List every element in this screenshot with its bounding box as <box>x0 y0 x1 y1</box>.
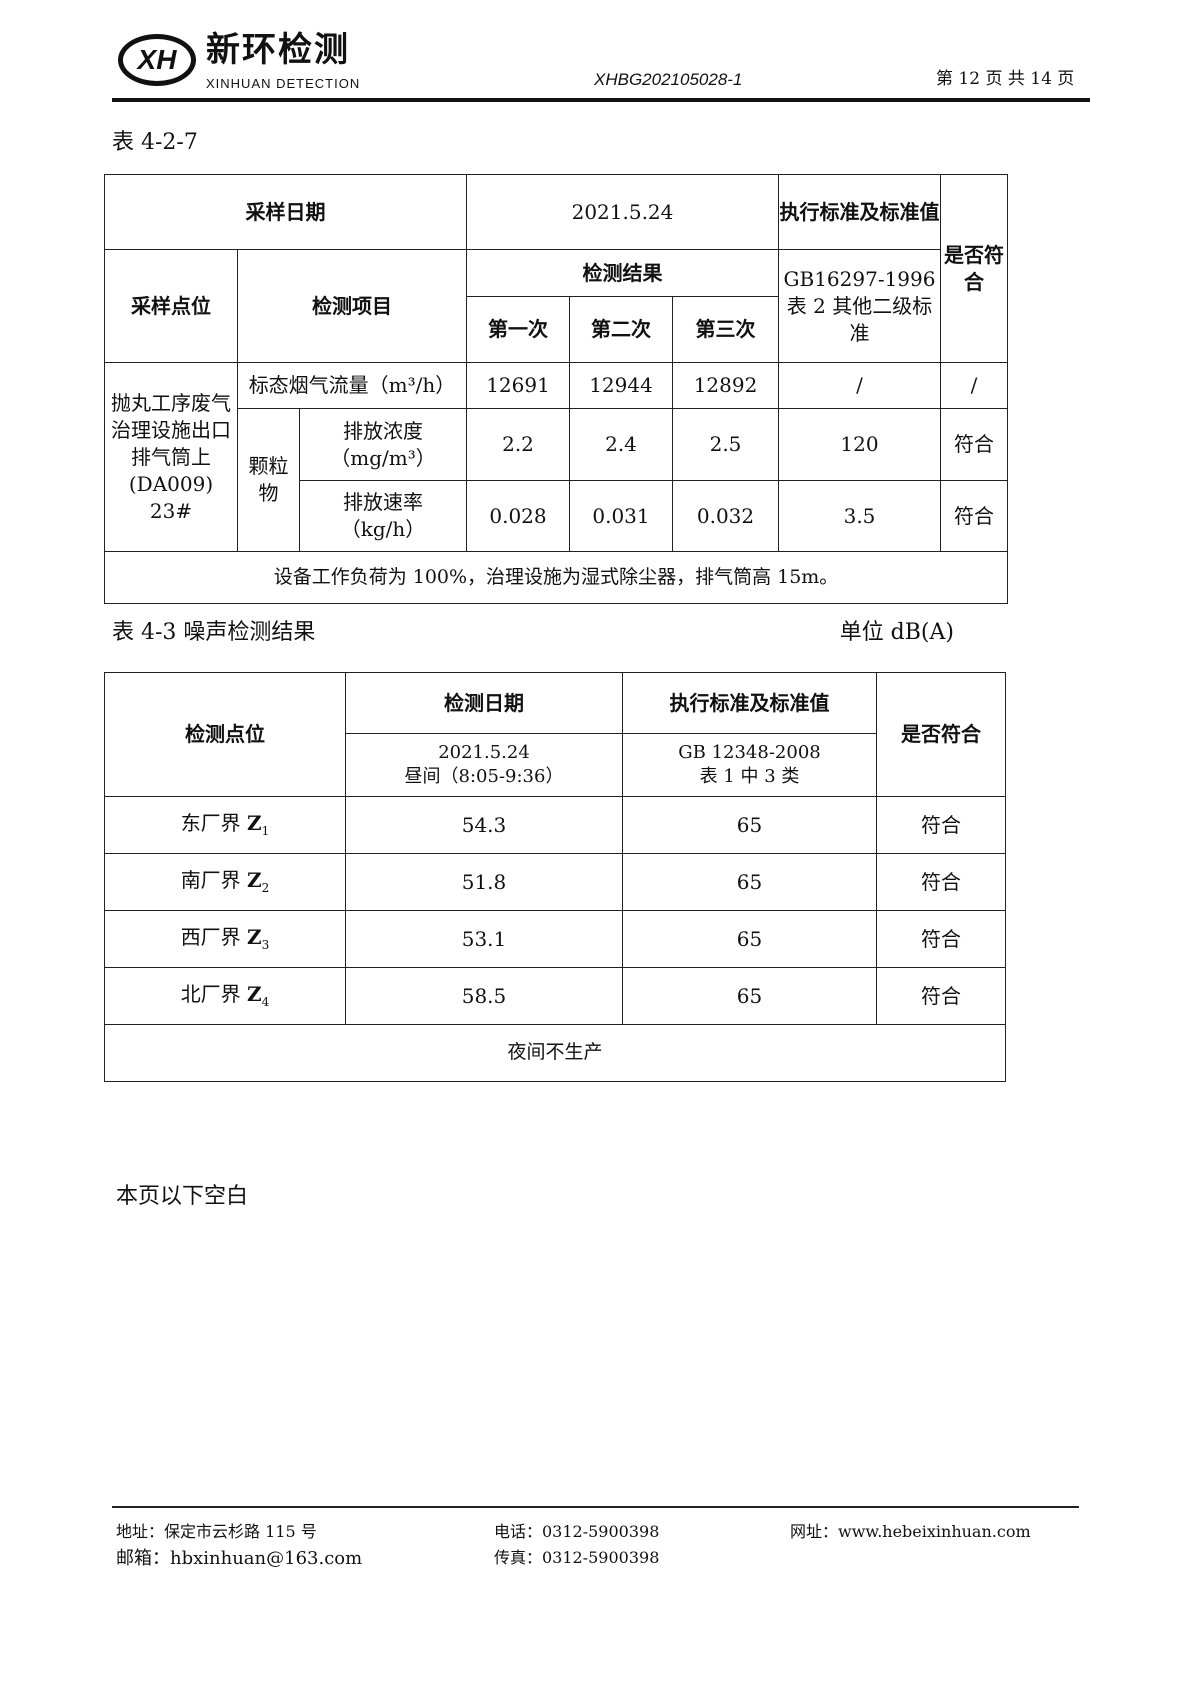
table-row: 南厂界 Z2 51.8 65 符合 <box>104 853 1006 911</box>
logo-english-name: XINHUAN DETECTION <box>206 76 361 91</box>
page-body: 表 4-2-7 采样日期 2021.5.24 执行标准及标准值 是否符合 采样点… <box>104 128 1008 1212</box>
standard-value: 3.5 <box>778 480 941 552</box>
footer-address: 地址：保定市云杉路 115 号 <box>116 1522 317 1541</box>
standard-value: 65 <box>622 796 877 854</box>
results-label: 检测结果 <box>466 249 779 297</box>
run-3-label: 第三次 <box>672 296 779 363</box>
table-row: 颗粒物 排放浓度（mg/m³） 2.2 2.4 2.5 120 符合 <box>105 408 1008 552</box>
compliance: 符合 <box>940 480 1008 552</box>
compliance: / <box>940 362 1008 409</box>
standard-value: 65 <box>622 910 877 968</box>
point-index: 3 <box>261 938 270 953</box>
document-number: XHBG202105028-1 <box>594 70 743 89</box>
point-code: Z <box>247 982 262 1007</box>
table-row: 西厂界 Z3 53.1 65 符合 <box>104 910 1006 968</box>
item-label: 检测项目 <box>237 249 467 363</box>
standard-value: 65 <box>622 967 877 1025</box>
compliance-label: 是否符合 <box>876 672 1006 797</box>
value: 2.2 <box>466 408 570 481</box>
value: 2.5 <box>672 408 779 481</box>
point-code: Z <box>247 811 262 836</box>
run-1-label: 第一次 <box>466 296 570 363</box>
date-period: 昼间（8:05-9:36） <box>404 766 564 787</box>
noise-value: 58.5 <box>345 967 623 1025</box>
table-row: 北厂界 Z4 58.5 65 符合 <box>104 967 1006 1025</box>
item: 排放浓度（mg/m³） <box>299 408 467 481</box>
table-row: 抛丸工序废气治理设施出口排气筒上(DA009) 23# 标态烟气流量（m³/h）… <box>104 362 1008 552</box>
table1-caption: 表 4-2-7 <box>112 130 198 155</box>
table2-note: 夜间不生产 <box>104 1024 1006 1082</box>
standard-name: GB16297-1996 表 2 其他二级标准 <box>778 249 941 363</box>
compliance: 符合 <box>876 853 1006 911</box>
date-label: 检测日期 <box>345 672 623 734</box>
footer-email: 邮箱：hbxinhuan@163.com <box>116 1548 363 1569</box>
value: 2.4 <box>569 408 673 481</box>
run-2-label: 第二次 <box>569 296 673 363</box>
standard-label: 执行标准及标准值 <box>778 174 941 250</box>
standard-label: 执行标准及标准值 <box>622 672 877 734</box>
table1-note: 设备工作负荷为 100%，治理设施为湿式除尘器，排气筒高 15m。 <box>104 551 1008 604</box>
particulate-label: 颗粒物 <box>237 408 300 552</box>
point-index: 1 <box>261 824 270 839</box>
point-code: Z <box>247 925 262 950</box>
table2-caption: 表 4-3 噪声检测结果 <box>112 620 316 645</box>
compliance: 符合 <box>876 796 1006 854</box>
point-name: 北厂界 <box>180 982 241 1007</box>
point-index: 4 <box>261 995 270 1010</box>
blank-note: 本页以下空白 <box>116 1184 249 1209</box>
compliance: 符合 <box>876 967 1006 1025</box>
table-row: 排放速率（kg/h） 0.028 0.031 0.032 3.5 符合 <box>105 480 1008 552</box>
standard-value: / <box>778 362 941 409</box>
sampling-site: 抛丸工序废气治理设施出口排气筒上(DA009) 23# <box>104 362 238 552</box>
value: 12892 <box>672 362 779 409</box>
item: 标态烟气流量（m³/h） <box>237 362 467 409</box>
point-code: Z <box>247 868 262 893</box>
value: 12944 <box>569 362 673 409</box>
footer-fax: 传真：0312-5900398 <box>494 1548 660 1567</box>
noise-value: 54.3 <box>345 796 623 854</box>
compliance: 符合 <box>876 910 1006 968</box>
compliance-label: 是否符合 <box>940 174 1008 363</box>
logo-chinese-name: 新环检测 <box>206 30 350 70</box>
point-label: 检测点位 <box>104 672 346 797</box>
sampling-date-label: 采样日期 <box>104 174 467 250</box>
value: 0.032 <box>672 480 779 552</box>
company-logo: XH 新环检测 XINHUAN DETECTION <box>118 30 398 96</box>
noise-table: 检测点位 检测日期 执行标准及标准值 是否符合 2021.5.24 昼间（8:05… <box>104 672 1006 1082</box>
point-name: 南厂界 <box>180 868 241 893</box>
date-value: 2021.5.24 <box>438 741 530 763</box>
footer-website: 网址：www.hebeixinhuan.com <box>790 1522 1031 1541</box>
point-name: 西厂界 <box>180 925 241 950</box>
sampling-date: 2021.5.24 <box>466 174 779 250</box>
compliance: 符合 <box>940 408 1008 481</box>
emission-table: 采样日期 2021.5.24 执行标准及标准值 是否符合 采样点位 检测项目 检… <box>104 174 1008 604</box>
header-divider <box>112 98 1090 102</box>
point-name: 东厂界 <box>180 811 241 836</box>
item: 排放速率（kg/h） <box>299 480 467 552</box>
standard-value: 65 <box>622 853 877 911</box>
site-label: 采样点位 <box>104 249 238 363</box>
value: 0.031 <box>569 480 673 552</box>
footer-divider <box>112 1506 1079 1508</box>
table-row: 东厂界 Z1 54.3 65 符合 <box>104 796 1006 854</box>
logo-mark: XH <box>118 34 196 86</box>
standard-class: 表 1 中 3 类 <box>699 766 800 787</box>
footer-phone: 电话：0312-5900398 <box>494 1522 660 1541</box>
table2-caption-row: 表 4-3 噪声检测结果 单位 dB(A) <box>112 618 954 648</box>
standard-value: 120 <box>778 408 941 481</box>
point-index: 2 <box>261 881 270 896</box>
table2-unit: 单位 dB(A) <box>839 620 954 645</box>
noise-value: 51.8 <box>345 853 623 911</box>
value: 0.028 <box>466 480 570 552</box>
value: 12691 <box>466 362 570 409</box>
noise-value: 53.1 <box>345 910 623 968</box>
page-number: 第 12 页 共 14 页 <box>936 69 1075 89</box>
standard-name: GB 12348-2008 <box>678 741 821 763</box>
